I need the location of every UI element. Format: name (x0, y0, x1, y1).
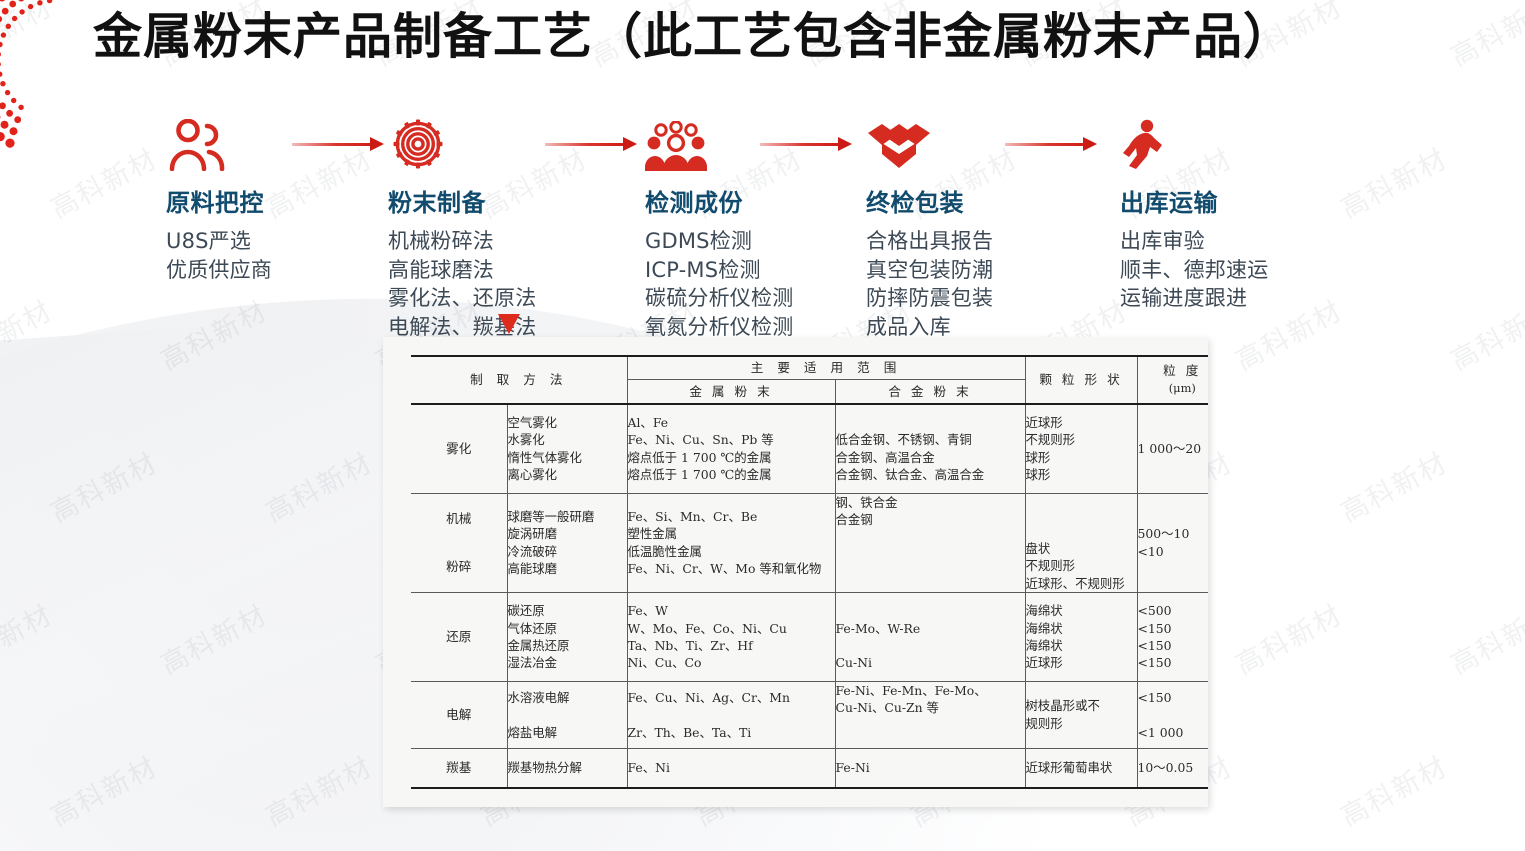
row-size-3: <500 <150 <150 <150 (1136, 592, 1208, 682)
header-size: 粒 度 (μm) (1136, 355, 1208, 404)
watermark-text: 高科新材 (1335, 447, 1453, 530)
flow-step-4-line-2: 真空包装防潮 (866, 257, 994, 282)
row-shape-1: 近球形 不规则形 球形 球形 (1024, 402, 1138, 494)
row-shape-4: 树枝晶形或不 规则形 (1024, 681, 1138, 749)
row-size-4: <150 <1 000 (1136, 681, 1208, 749)
row-alloy-2: 钢、铁合金 合金钢 (834, 493, 1026, 593)
row-methods-5: 羰基物热分解 (506, 748, 628, 789)
row-alloy-3: Fe-Mo、W-Re Cu-Ni (834, 592, 1026, 682)
row-alloy-5: Fe-Ni (834, 748, 1026, 789)
watermark-text: 高科新材 (45, 751, 163, 834)
flow-arrow-2 (545, 136, 637, 152)
watermark-text: 高科新材 (155, 599, 273, 682)
gear-icon (388, 113, 536, 171)
row-shape-3: 海绵状 海绵状 海绵状 近球形 (1024, 592, 1138, 682)
row-shape-2: 盘状 不规则形 近球形、不规则形 (1024, 493, 1138, 593)
row-alloy-1: 低合金钢、不锈钢、青铜 合金钢、高温合金 合金钢、钛合金、高温合金 (834, 402, 1026, 494)
header-scope: 主 要 适 用 范 围 (626, 355, 1026, 381)
flow-step-1-line-1: U8S严选 (166, 229, 252, 253)
red-down-triangle-marker (498, 314, 520, 334)
table-row: 还原 碳还原 气体还原 金属热还原 湿法冶金 Fe、W W、Mo、Fe、Co、N… (411, 592, 1208, 682)
header-method: 制 取 方 法 (411, 355, 628, 404)
header-metal-powder: 金 属 粉 末 (626, 379, 836, 404)
flow-step-3-line-4: 氧氮分析仪检测 (645, 314, 794, 339)
row-methods-4: 水溶液电解 熔盐电解 (506, 681, 628, 749)
two-people-icon (166, 113, 272, 171)
flow-arrow-4 (1005, 136, 1097, 152)
row-metal-4: Fe、Cu、Ni、Ag、Cr、Mn Zr、Th、Be、Ta、Ti (626, 681, 836, 749)
watermark-text: 高科新材 (1230, 599, 1348, 682)
watermark-text: 高科新材 (260, 447, 378, 530)
flow-step-2-line-3: 雾化法、还原法 (388, 286, 537, 310)
row-size-2: 500～10 <10 (1136, 493, 1208, 593)
flow-arrow-1 (292, 136, 384, 152)
flow-step-5-line-1: 出库审验 (1120, 229, 1205, 253)
row-metal-1: Al、Fe Fe、Ni、Cu、Sn、Pb 等 熔点低于 1 700 ℃的金属 熔… (626, 402, 836, 494)
flow-step-2-title: 粉末制备 (388, 189, 486, 217)
watermark-text: 高科新材 (260, 751, 378, 834)
watermark-text: 高科新材 (1335, 751, 1453, 834)
row-metal-2: Fe、Si、Mn、Cr、Be 塑性金属 低温脆性金属 Fe、Ni、Cr、W、Mo… (626, 493, 836, 593)
flow-step-3-line-1: GDMS检测 (645, 229, 753, 253)
row-metal-3: Fe、W W、Mo、Fe、Co、Ni、Cu Ta、Nb、Ti、Zr、Hf Ni、… (626, 592, 836, 682)
row-category-2: 机械 粉碎 (411, 493, 507, 593)
table-row: 机械 粉碎 球磨等一般研磨 旋涡研磨 冷流破碎 高能球磨 Fe、Si、Mn、Cr… (411, 493, 1208, 593)
header-alloy-powder: 合 金 粉 末 (834, 379, 1026, 404)
watermark-text: 高科新材 (0, 599, 58, 682)
flow-step-3-title: 检测成份 (645, 189, 743, 217)
flow-step-4[interactable]: 终检包装 合格出具报告 真空包装防潮 防摔防震包装 成品入库 (866, 113, 993, 341)
watermark-text: 高科新材 (1445, 599, 1525, 682)
row-category-3: 还原 (411, 592, 507, 682)
row-category-1: 雾化 (411, 402, 507, 494)
flow-step-4-lines: 合格出具报告 真空包装防潮 防摔防震包装 成品入库 (866, 227, 993, 341)
flow-step-1[interactable]: 原料把控 U8S严选 优质供应商 (166, 113, 272, 284)
people-group-icon (645, 113, 793, 171)
flow-step-1-lines: U8S严选 优质供应商 (166, 227, 272, 284)
flow-step-5-lines: 出库审验 顺丰、德邦速运 运输进度跟进 (1120, 227, 1268, 313)
row-methods-1: 空气雾化 水雾化 惰性气体雾化 离心雾化 (506, 402, 628, 494)
flow-step-4-line-1: 合格出具报告 (866, 229, 994, 253)
row-methods-3: 碳还原 气体还原 金属热还原 湿法冶金 (506, 592, 628, 682)
flow-step-3-line-2: ICP-MS检测 (645, 257, 761, 282)
flow-step-3-lines: GDMS检测 ICP-MS检测 碳硫分析仪检测 氧氮分析仪检测 (645, 227, 793, 341)
powder-method-table: 制 取 方 法 主 要 适 用 范 围 颗 粒 形 状 粒 度 (μm) (411, 355, 1208, 789)
flow-step-5[interactable]: 出库运输 出库审验 顺丰、德邦速运 运输进度跟进 (1120, 113, 1268, 313)
flow-step-5-line-2: 顺丰、德邦速运 (1120, 257, 1269, 282)
row-alloy-4: Fe-Ni、Fe-Mn、Fe-Mo、 Cu-Ni、Cu-Zn 等 (834, 681, 1026, 749)
walking-person-icon (1120, 113, 1268, 171)
flow-arrow-3 (760, 136, 852, 152)
flow-step-3[interactable]: 检测成份 GDMS检测 ICP-MS检测 碳硫分析仪检测 氧氮分析仪检测 (645, 113, 793, 341)
flow-step-3-line-3: 碳硫分析仪检测 (645, 286, 794, 310)
flow-step-4-line-4: 成品入库 (866, 314, 951, 339)
row-size-5: 10～0.05 (1136, 748, 1208, 789)
flow-step-2-line-1: 机械粉碎法 (388, 229, 494, 253)
process-flow: 原料把控 U8S严选 优质供应商 (0, 0, 1525, 367)
flow-step-2-line-2: 高能球磨法 (388, 257, 494, 282)
watermark-text: 高科新材 (45, 447, 163, 530)
row-category-4: 电解 (411, 681, 507, 749)
table-row: 羰基 羰基物热分解 Fe、Ni Fe-Ni 近球形葡萄串状 10～0.05 (411, 748, 1208, 789)
row-methods-2: 球磨等一般研磨 旋涡研磨 冷流破碎 高能球磨 (506, 493, 628, 593)
table-header-row-1: 制 取 方 法 主 要 适 用 范 围 颗 粒 形 状 粒 度 (μm) (411, 355, 1208, 404)
row-size-1: 1 000～20 (1136, 402, 1208, 494)
table-header-row-2: 金 属 粉 末 合 金 粉 末 (411, 379, 1208, 404)
flow-step-4-title: 终检包装 (866, 189, 964, 217)
row-metal-5: Fe、Ni (626, 748, 836, 789)
row-category-5: 羰基 (411, 748, 507, 789)
row-shape-5: 近球形葡萄串状 (1024, 748, 1138, 789)
flow-step-1-line-2: 优质供应商 (166, 257, 272, 282)
flow-step-4-line-3: 防摔防震包装 (866, 286, 994, 310)
flow-step-1-title: 原料把控 (166, 189, 264, 217)
header-shape: 颗 粒 形 状 (1024, 355, 1138, 404)
dotted-arc-decoration (0, 0, 53, 148)
powder-method-table-card: 制 取 方 法 主 要 适 用 范 围 颗 粒 形 状 粒 度 (μm) (383, 337, 1208, 807)
table-row: 电解 水溶液电解 熔盐电解 Fe、Cu、Ni、Ag、Cr、Mn Zr、Th、Be… (411, 681, 1208, 749)
flow-step-5-title: 出库运输 (1120, 189, 1218, 217)
table-row: 雾化 空气雾化 水雾化 惰性气体雾化 离心雾化 Al、Fe Fe、Ni、Cu、S… (411, 402, 1208, 494)
page-title: 金属粉末产品制备工艺（此工艺包含非金属粉末产品） (93, 8, 1294, 65)
flow-step-5-line-3: 运输进度跟进 (1120, 286, 1248, 310)
open-box-icon (866, 113, 993, 171)
